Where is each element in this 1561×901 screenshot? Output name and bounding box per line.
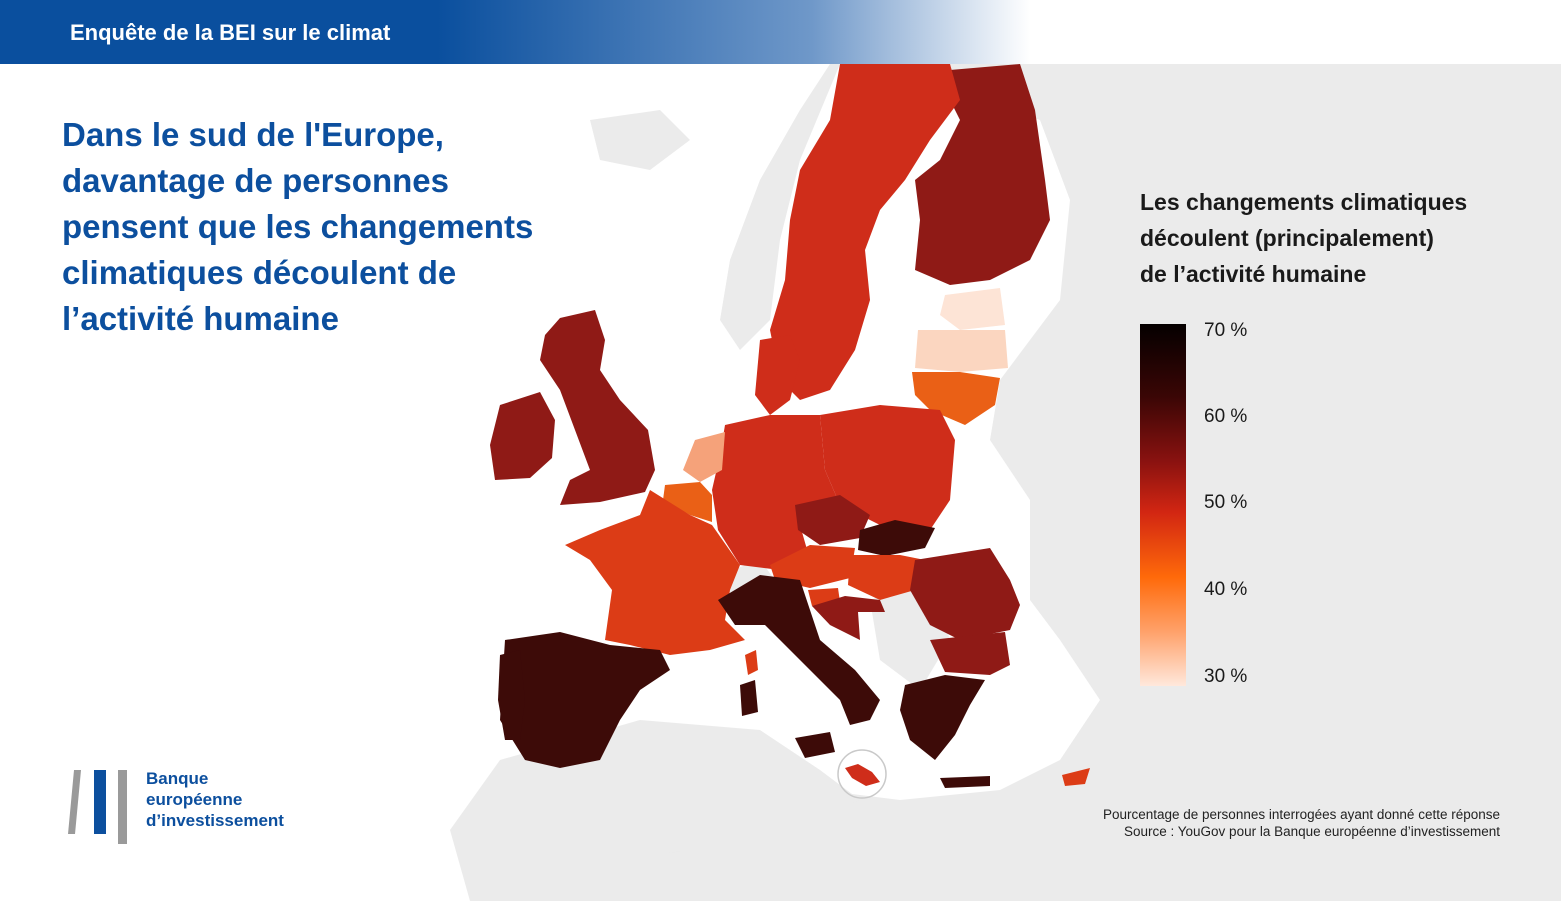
country-malte — [845, 764, 880, 786]
country-chypre — [1062, 768, 1090, 786]
country-roumanie — [910, 548, 1020, 640]
headline: Dans le sud de l'Europe, davantage de pe… — [62, 116, 534, 337]
country-lituanie — [912, 372, 1000, 425]
country-france — [565, 490, 745, 655]
country-bulgarie — [930, 632, 1010, 675]
country-espagne — [500, 632, 670, 768]
country-royaume-uni — [540, 310, 655, 505]
country-suede — [770, 64, 960, 400]
country-allemagne — [712, 415, 840, 570]
country-danemark — [755, 335, 800, 415]
logo-bar-2 — [94, 770, 106, 834]
header-title: Enquête de la BEI sur le climat — [70, 20, 391, 45]
country-estonie — [940, 288, 1005, 330]
country-hongrie — [848, 555, 925, 600]
legend-tick-70: 70 % — [1204, 320, 1248, 341]
eib-logo-icon — [68, 770, 127, 844]
country-belgique — [663, 482, 712, 522]
country-croatie — [812, 596, 885, 640]
logo-line-1: Banque — [146, 769, 209, 788]
country-slovaquie — [858, 520, 935, 556]
legend-color-scale — [1140, 324, 1186, 686]
country-autriche — [770, 545, 855, 588]
legend-tick-30: 30 % — [1204, 666, 1248, 687]
footnote-line-1: Pourcentage de personnes interrogées aya… — [1102, 807, 1500, 822]
country-norvege — [720, 64, 840, 350]
logo-bar-3 — [118, 770, 127, 844]
country-italie — [718, 575, 880, 725]
legend-title: Les changements climatiques découlent (p… — [1140, 189, 1468, 287]
europe-map — [450, 64, 1561, 901]
footnote: Pourcentage de personnes interrogées aya… — [1103, 806, 1500, 840]
country-lettonie — [915, 330, 1008, 372]
background-land-north — [470, 64, 1561, 901]
country-pays-bas — [683, 432, 725, 482]
country-france-corse — [745, 650, 758, 675]
malte-inset-circle — [837, 749, 887, 799]
logo-line-2: européenne — [146, 790, 243, 809]
logo-text: Banque européenne d’investissement — [146, 768, 284, 831]
country-tchequie — [795, 495, 870, 545]
legend-tick-60: 60 % — [1204, 406, 1248, 427]
logo-bar-1 — [68, 770, 81, 834]
country-finlande — [915, 64, 1050, 285]
logo-line-3: d’investissement — [146, 811, 284, 830]
country-irlande — [490, 392, 555, 480]
header-banner: Enquête de la BEI sur le climat — [0, 0, 1561, 64]
background-land-iceland — [590, 110, 690, 170]
legend-tick-50: 50 % — [1204, 492, 1248, 513]
country-italie-sardaigne — [740, 680, 758, 716]
footnote-source: Source : YouGov pour la Banque européenn… — [1123, 824, 1500, 839]
country-portugal — [498, 650, 525, 740]
country-pologne — [820, 405, 955, 530]
legend-tick-40: 40 % — [1204, 579, 1248, 600]
country-grece — [900, 675, 985, 760]
country-grece-crete — [940, 776, 990, 788]
country-italie-sicile — [795, 732, 835, 758]
